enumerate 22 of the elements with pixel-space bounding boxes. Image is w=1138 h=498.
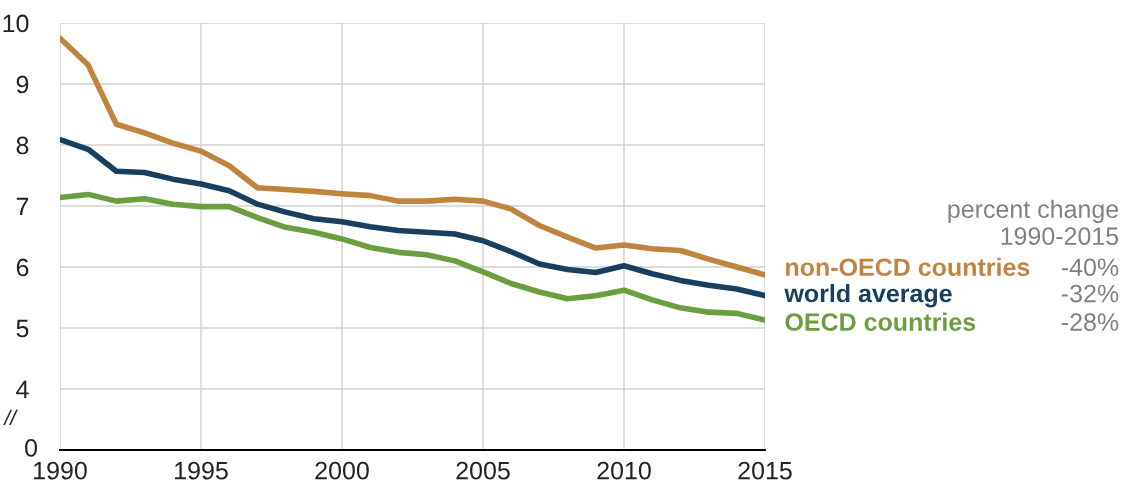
x-tick-label: 1990	[34, 461, 87, 480]
y-tick-label: 9	[16, 75, 29, 94]
text: //	[3, 409, 18, 426]
x-tick-label: 1995	[175, 461, 228, 480]
text: -32%	[1061, 284, 1119, 303]
series-label: non-OECD countries	[786, 257, 1030, 277]
text: 0	[25, 439, 38, 457]
y-tick-label: 10	[3, 14, 29, 33]
series-label: OECD countries	[785, 312, 976, 331]
y-tick-label: 7	[16, 197, 29, 216]
x-tick-label: 2000	[315, 461, 369, 480]
x-tick-label: 2015	[738, 461, 792, 480]
y-tick-label: 5	[16, 319, 29, 338]
text: -40%	[1061, 258, 1119, 277]
series-label: world average	[784, 283, 952, 308]
text: -28%	[1061, 313, 1119, 331]
y-tick-label: 8	[16, 136, 29, 155]
y-tick-label: 4	[16, 380, 29, 399]
text: percent change 1990-2015	[948, 199, 1119, 245]
x-tick-label: 2010	[597, 461, 651, 480]
y-tick-label: 6	[16, 258, 29, 277]
x-tick-label: 2005	[456, 461, 510, 480]
